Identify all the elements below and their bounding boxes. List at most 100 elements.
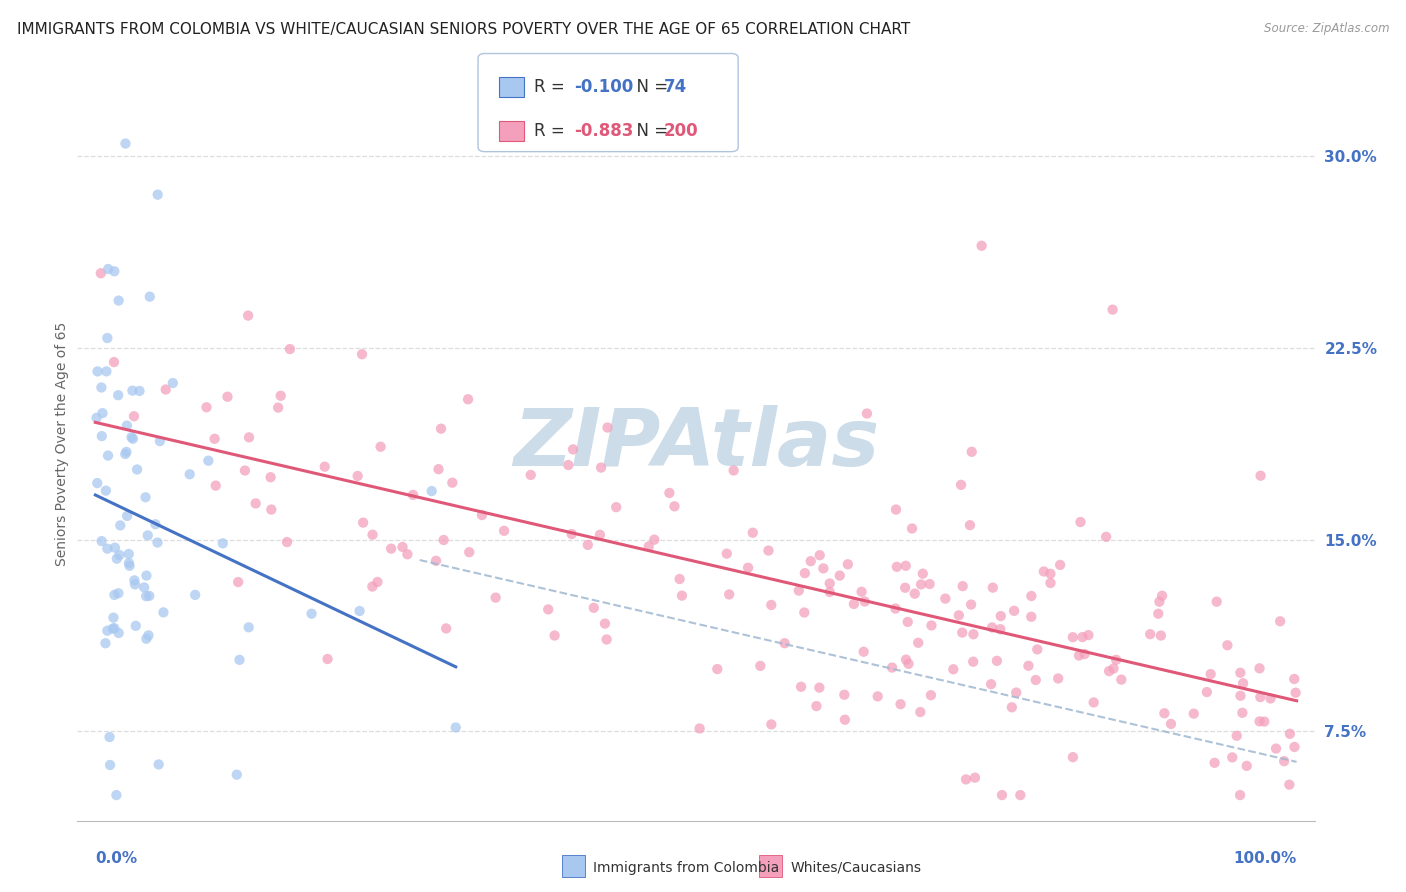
Point xyxy=(842,597,865,611)
Point xyxy=(963,771,986,785)
Point xyxy=(1182,706,1205,721)
Text: Whites/Caucasians: Whites/Caucasians xyxy=(790,861,921,875)
Point xyxy=(121,430,143,444)
Point xyxy=(1069,515,1091,529)
Point xyxy=(494,524,516,538)
Point xyxy=(960,445,983,459)
Text: N =: N = xyxy=(626,78,673,96)
Point xyxy=(352,516,374,530)
Point xyxy=(1284,672,1306,686)
Point xyxy=(886,559,908,574)
Point xyxy=(1083,695,1105,709)
Point xyxy=(1226,729,1249,743)
Point xyxy=(259,470,281,484)
Point xyxy=(380,541,402,556)
Point xyxy=(96,541,118,556)
Point xyxy=(1062,630,1084,644)
Point xyxy=(1249,714,1271,729)
Point xyxy=(828,568,851,582)
Point xyxy=(952,579,974,593)
Point xyxy=(1249,661,1271,675)
Point xyxy=(1220,750,1243,764)
Point xyxy=(907,636,929,650)
Point xyxy=(103,621,125,635)
Point xyxy=(970,239,993,253)
Point xyxy=(884,502,907,516)
Point xyxy=(990,609,1012,624)
Point xyxy=(1285,686,1308,700)
Point xyxy=(1268,615,1291,629)
Point xyxy=(1199,667,1222,681)
Point xyxy=(1062,750,1084,764)
Point xyxy=(897,615,920,629)
Point xyxy=(98,730,121,744)
Point xyxy=(1026,642,1049,657)
Point xyxy=(1073,647,1095,661)
Text: R =: R = xyxy=(534,122,571,140)
Point xyxy=(910,705,932,719)
Point xyxy=(856,407,879,421)
Point xyxy=(761,598,783,612)
Point xyxy=(1236,759,1258,773)
Point xyxy=(86,364,108,378)
Point xyxy=(596,420,619,434)
Point xyxy=(135,568,157,582)
Point xyxy=(1105,653,1128,667)
Point xyxy=(122,409,145,424)
Point xyxy=(97,262,120,277)
Point xyxy=(105,788,128,802)
Point xyxy=(110,518,132,533)
Point xyxy=(955,772,977,787)
Point xyxy=(1229,788,1251,802)
Point xyxy=(1232,676,1254,690)
Point xyxy=(1250,468,1272,483)
Point xyxy=(910,577,932,591)
Point xyxy=(773,636,796,650)
Text: Source: ZipAtlas.com: Source: ZipAtlas.com xyxy=(1264,22,1389,36)
Point xyxy=(98,758,121,772)
Point xyxy=(94,636,117,650)
Point xyxy=(195,401,218,415)
Point xyxy=(97,449,120,463)
Point xyxy=(1149,595,1171,609)
Point xyxy=(894,581,917,595)
Point xyxy=(146,535,169,549)
Point xyxy=(1067,648,1090,663)
Point xyxy=(1232,706,1254,720)
Point xyxy=(118,547,141,561)
Point xyxy=(1039,576,1062,591)
Point xyxy=(107,293,129,308)
Point xyxy=(103,264,125,278)
Point xyxy=(920,618,942,632)
Point xyxy=(91,406,114,420)
Point xyxy=(444,721,467,735)
Text: -0.883: -0.883 xyxy=(574,122,633,140)
Point xyxy=(135,490,157,504)
Point xyxy=(557,458,579,472)
Point xyxy=(90,266,112,280)
Point xyxy=(90,429,112,443)
Point xyxy=(962,627,984,641)
Point xyxy=(818,576,841,591)
Point xyxy=(1032,565,1054,579)
Point xyxy=(118,558,141,573)
Point xyxy=(818,585,841,599)
Text: 74: 74 xyxy=(664,78,688,96)
Point xyxy=(834,688,856,702)
Point xyxy=(706,662,728,676)
Point xyxy=(471,508,494,522)
Point xyxy=(1278,727,1301,741)
Point xyxy=(1049,558,1071,572)
Point xyxy=(793,566,815,581)
Point xyxy=(758,543,780,558)
Point xyxy=(1017,658,1039,673)
Point xyxy=(104,541,127,555)
Point xyxy=(349,604,371,618)
Point xyxy=(1071,630,1094,644)
Point xyxy=(366,574,388,589)
Point xyxy=(114,447,136,461)
Point xyxy=(352,347,374,361)
Point xyxy=(1272,754,1295,768)
Point xyxy=(314,459,336,474)
Point xyxy=(278,342,301,356)
